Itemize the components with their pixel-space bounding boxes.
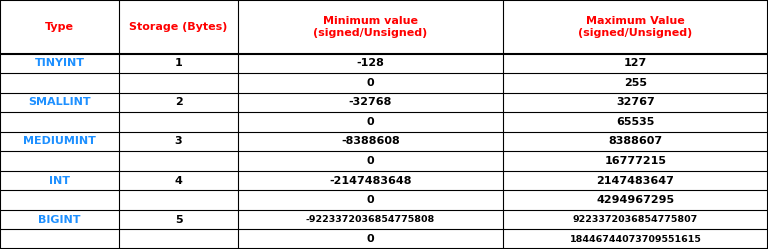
Bar [238,54,503,73]
Bar [0,93,119,112]
Text: -32768: -32768 [349,97,392,107]
Bar [503,112,768,132]
Bar [238,171,503,190]
Text: 18446744073709551615: 18446744073709551615 [570,235,701,244]
Text: -8388608: -8388608 [341,136,400,146]
Bar [0,190,119,210]
Text: MEDIUMINT: MEDIUMINT [23,136,96,146]
Text: BIGINT: BIGINT [38,215,81,225]
Bar [0,73,119,93]
Text: 3: 3 [175,136,182,146]
Text: Type: Type [45,22,74,32]
Bar [503,190,768,210]
Bar [119,171,238,190]
Bar [119,0,238,54]
Text: 1: 1 [174,58,183,68]
Bar [0,210,119,230]
Bar [0,0,119,54]
Text: -128: -128 [356,58,385,68]
Text: 32767: 32767 [616,97,655,107]
Text: Maximum Value
(signed/Unsigned): Maximum Value (signed/Unsigned) [578,16,693,38]
Bar [238,190,503,210]
Text: 2: 2 [174,97,183,107]
Bar [0,171,119,190]
Bar [503,93,768,112]
Bar [238,151,503,171]
Bar [503,171,768,190]
Bar [0,132,119,151]
Text: 8388607: 8388607 [608,136,663,146]
Text: 2147483647: 2147483647 [597,176,674,186]
Bar [119,112,238,132]
Text: 0: 0 [367,195,374,205]
Text: Minimum value
(signed/Unsigned): Minimum value (signed/Unsigned) [313,16,428,38]
Bar [238,132,503,151]
Text: 255: 255 [624,78,647,88]
Bar [0,54,119,73]
Text: 4: 4 [174,176,183,186]
Bar [119,73,238,93]
Text: 0: 0 [367,78,374,88]
Bar [0,230,119,249]
Bar [503,0,768,54]
Text: 9223372036854775807: 9223372036854775807 [573,215,698,224]
Bar [238,112,503,132]
Bar [503,73,768,93]
Text: 16777215: 16777215 [604,156,667,166]
Text: -9223372036854775808: -9223372036854775808 [306,215,435,224]
Bar [238,93,503,112]
Text: 0: 0 [367,156,374,166]
Text: 65535: 65535 [617,117,654,127]
Text: TINYINT: TINYINT [35,58,84,68]
Bar [119,93,238,112]
Text: -2147483648: -2147483648 [329,176,412,186]
Bar [0,151,119,171]
Text: 127: 127 [624,58,647,68]
Text: 0: 0 [367,234,374,244]
Bar [119,151,238,171]
Bar [119,132,238,151]
Bar [119,230,238,249]
Text: 5: 5 [175,215,182,225]
Bar [503,54,768,73]
Bar [503,230,768,249]
Bar [119,210,238,230]
Bar [119,54,238,73]
Bar [238,0,503,54]
Bar [238,230,503,249]
Bar [503,210,768,230]
Bar [503,132,768,151]
Bar [238,73,503,93]
Bar [0,112,119,132]
Text: Storage (Bytes): Storage (Bytes) [129,22,228,32]
Text: SMALLINT: SMALLINT [28,97,91,107]
Text: 0: 0 [367,117,374,127]
Bar [503,151,768,171]
Text: INT: INT [49,176,70,186]
Bar [119,190,238,210]
Text: 4294967295: 4294967295 [597,195,674,205]
Bar [238,210,503,230]
